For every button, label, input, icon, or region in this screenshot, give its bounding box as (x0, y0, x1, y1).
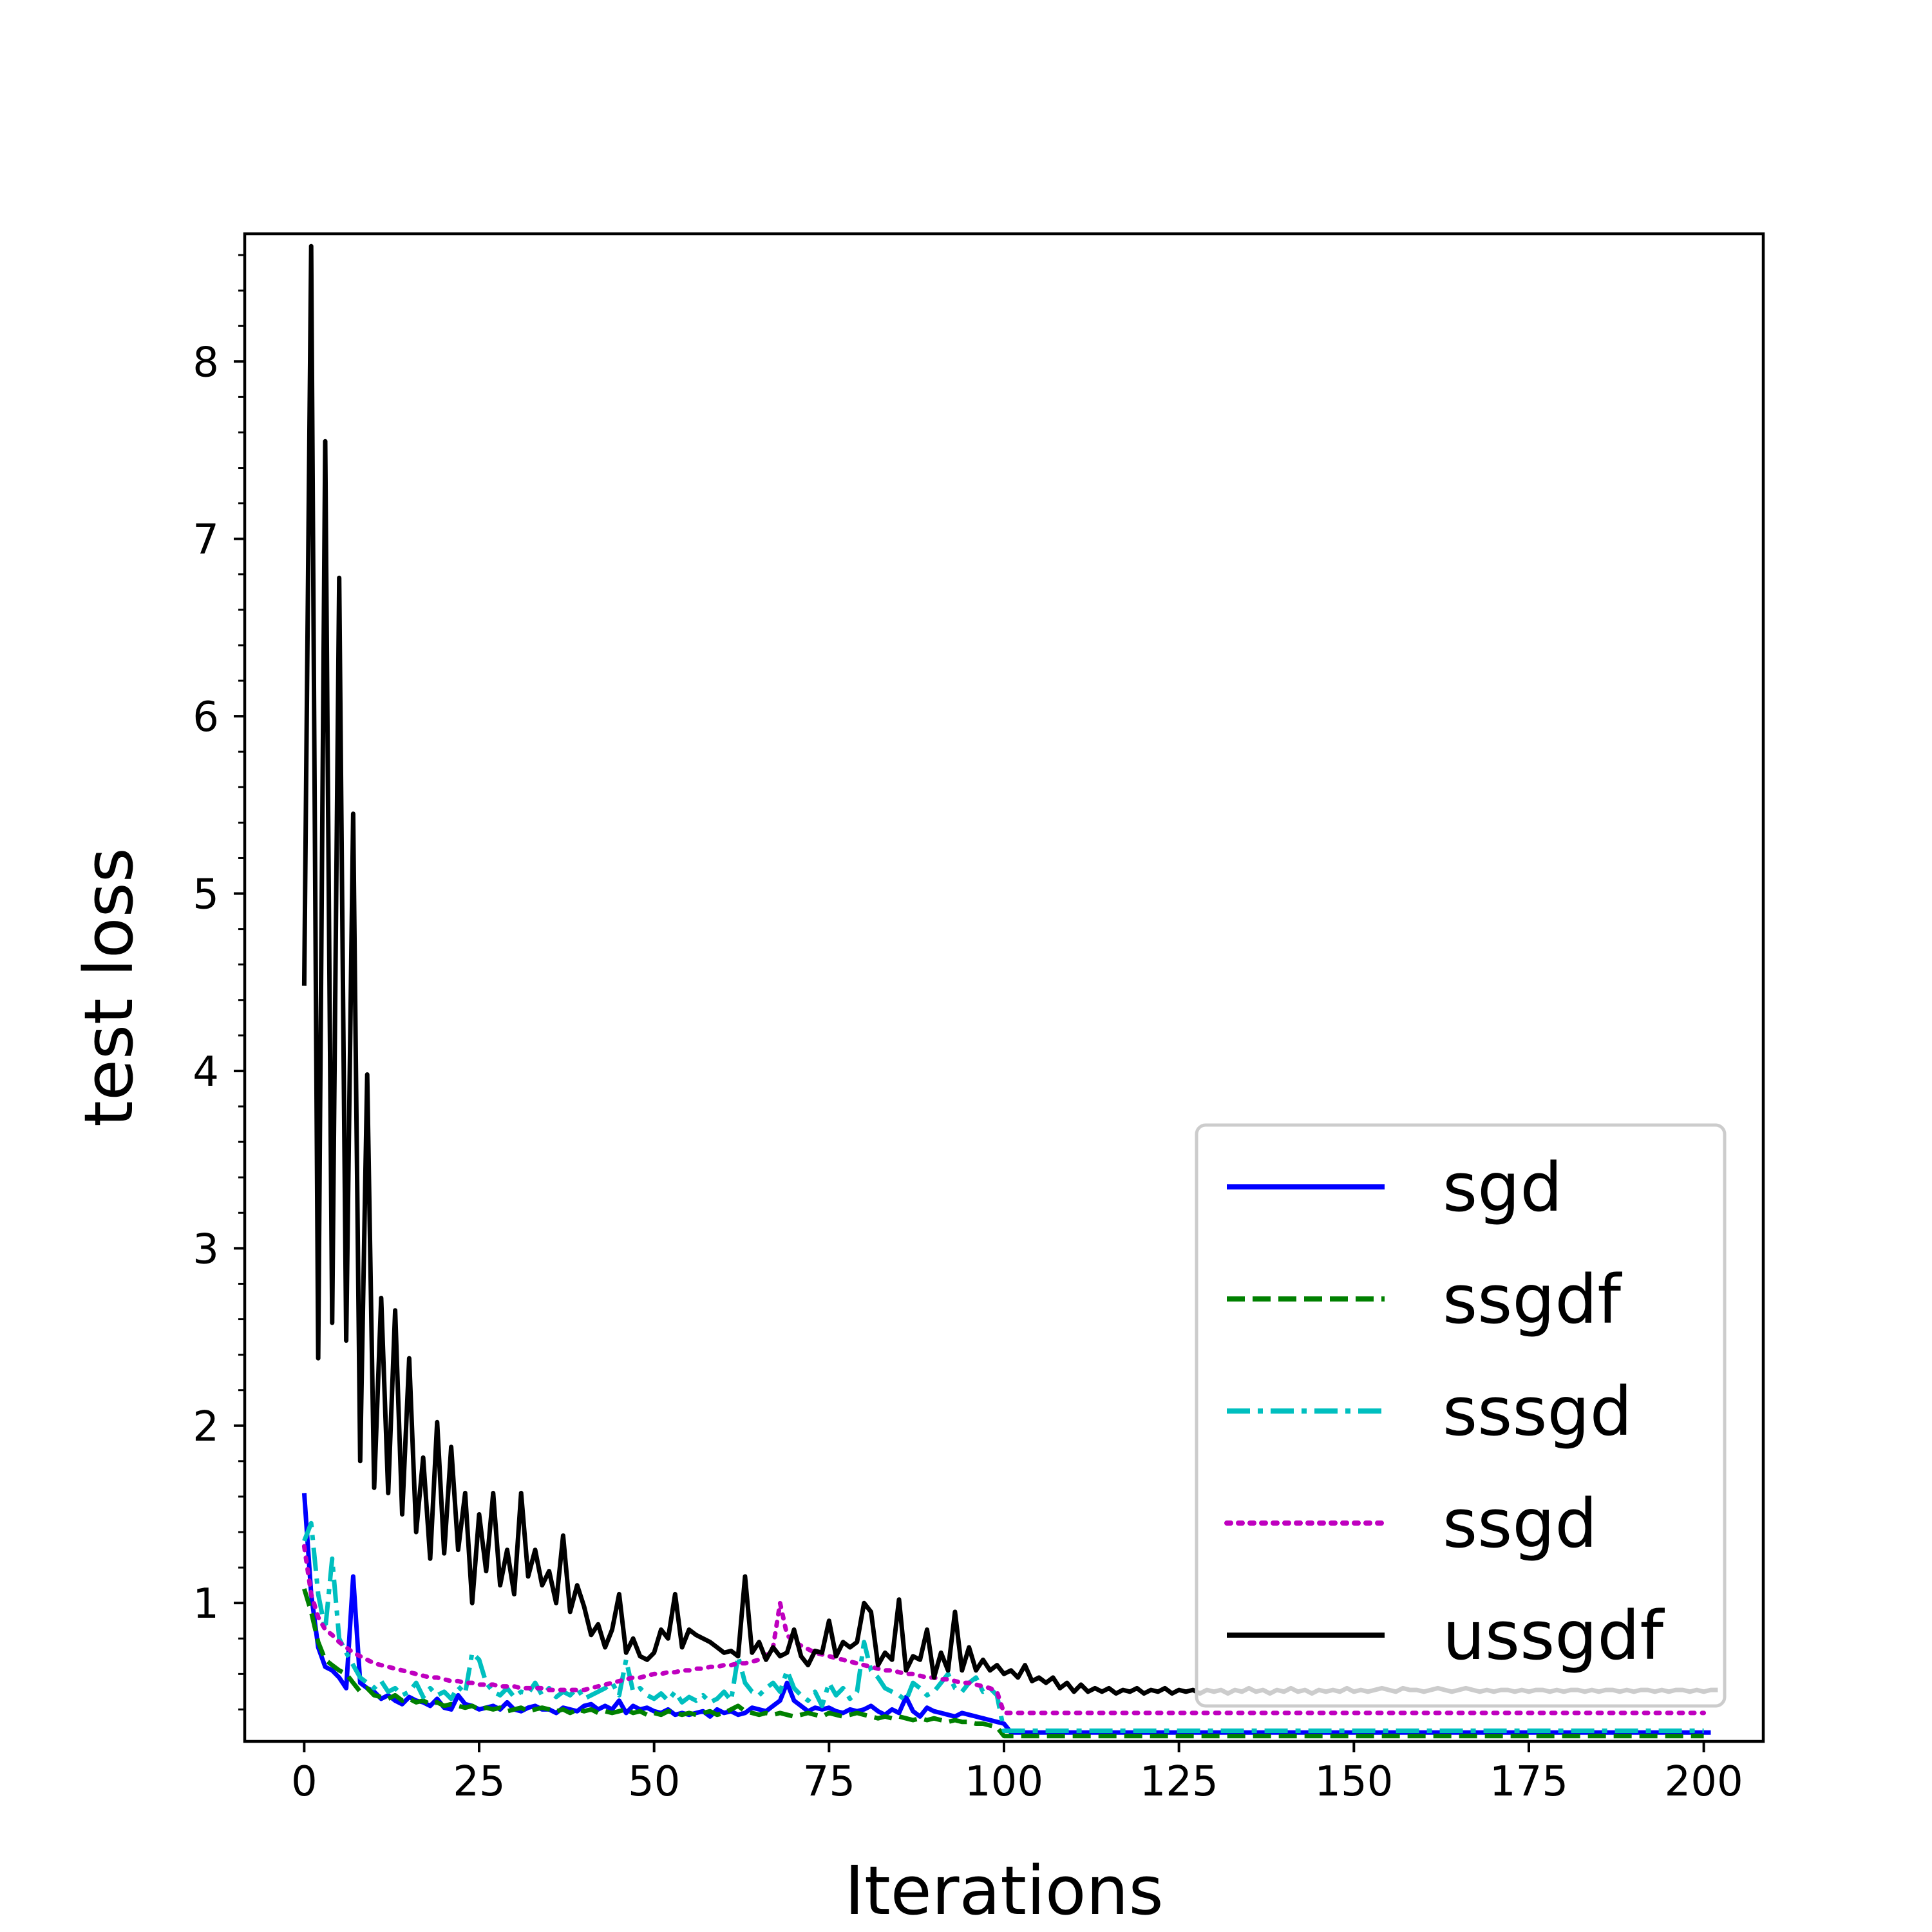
x-tick-label: 175 (1490, 1758, 1568, 1806)
legend-box (1195, 1123, 1727, 1708)
x-tick-label: 150 (1314, 1758, 1393, 1806)
legend-label-ssgd: ssgd (1443, 1484, 1597, 1563)
x-tick-label: 125 (1140, 1758, 1218, 1806)
y-tick-label: 3 (193, 1226, 219, 1273)
y-tick-label: 4 (193, 1048, 219, 1096)
ticks-layer: 0 25 50 75 100 125 150 175 200 1 2 3 4 5 6 7 8 (193, 254, 1743, 1806)
x-tick-label: 100 (965, 1758, 1043, 1806)
y-tick-label: 8 (193, 339, 219, 386)
x-tick-label: 0 (291, 1758, 317, 1806)
legend-label-sgd: sgd (1443, 1148, 1562, 1227)
x-tick-label: 75 (803, 1758, 855, 1806)
legend-label-ssgdf: ssgdf (1443, 1260, 1622, 1339)
y-tick-label: 7 (193, 516, 219, 564)
series-line-ssgdf (302, 1588, 1704, 1739)
series-layer (301, 243, 1718, 1739)
y-tick-label: 5 (193, 871, 219, 919)
legend-label-sssgd: sssgd (1443, 1372, 1633, 1451)
legend: sgd ssgdf sssgd ssgd ussgdf (1195, 1123, 1727, 1708)
x-tick-label: 200 (1665, 1758, 1743, 1806)
y-tick-label: 1 (193, 1580, 219, 1628)
series-line-ssgd (301, 1544, 1707, 1716)
y-tick-label: 6 (193, 694, 219, 741)
x-axis-label: Iterations (844, 1852, 1163, 1930)
legend-label-ussgdf: ussgdf (1443, 1596, 1665, 1675)
x-tick-label: 50 (628, 1758, 680, 1806)
y-axis-label: test loss (70, 848, 148, 1127)
x-tick-label: 25 (453, 1758, 505, 1806)
y-tick-label: 2 (193, 1403, 219, 1451)
